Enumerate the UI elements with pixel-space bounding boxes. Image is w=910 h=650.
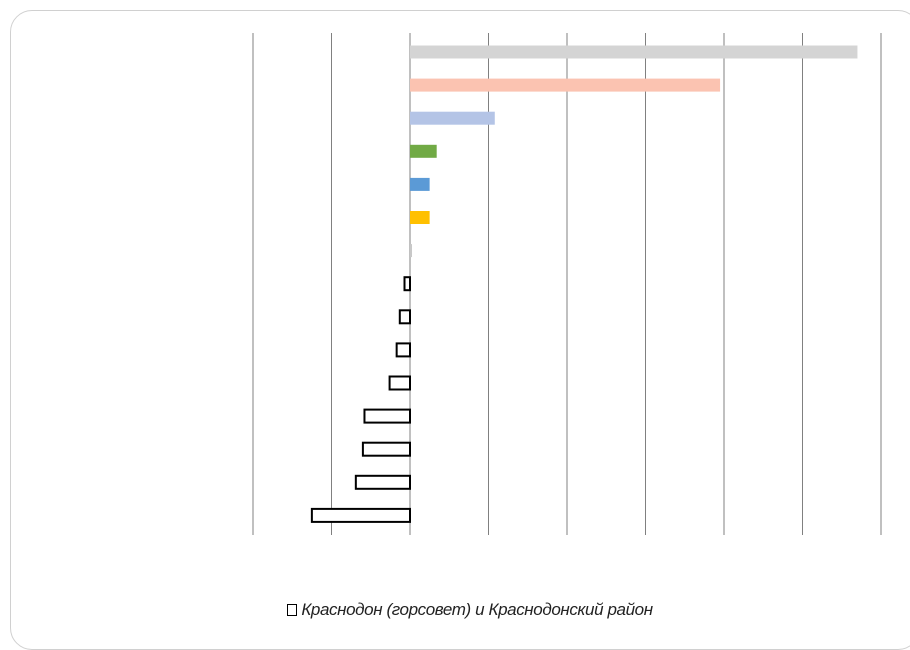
bar-colored-6 xyxy=(410,244,412,258)
bar-outline-1 xyxy=(398,309,412,325)
bar-outline-0 xyxy=(403,276,412,292)
bar-colored-2 xyxy=(410,111,495,125)
legend-label: Краснодон (горсовет) и Краснодонский рай… xyxy=(301,600,653,619)
legend: Краснодон (горсовет) и Краснодонский рай… xyxy=(0,600,910,620)
bar-colored-5 xyxy=(410,211,430,224)
bar-colored-1 xyxy=(410,78,721,92)
bar-outline-4 xyxy=(363,408,411,424)
bar-outline-3 xyxy=(388,375,411,391)
bar-outline-7 xyxy=(310,507,411,523)
bar-colored-4 xyxy=(410,177,430,191)
bar-colored-3 xyxy=(410,144,437,158)
bar-outline-2 xyxy=(395,342,411,358)
legend-swatch xyxy=(287,604,298,616)
bar-outline-6 xyxy=(354,474,411,490)
bar-outline-5 xyxy=(361,441,411,457)
bar-colored-0 xyxy=(410,45,858,59)
